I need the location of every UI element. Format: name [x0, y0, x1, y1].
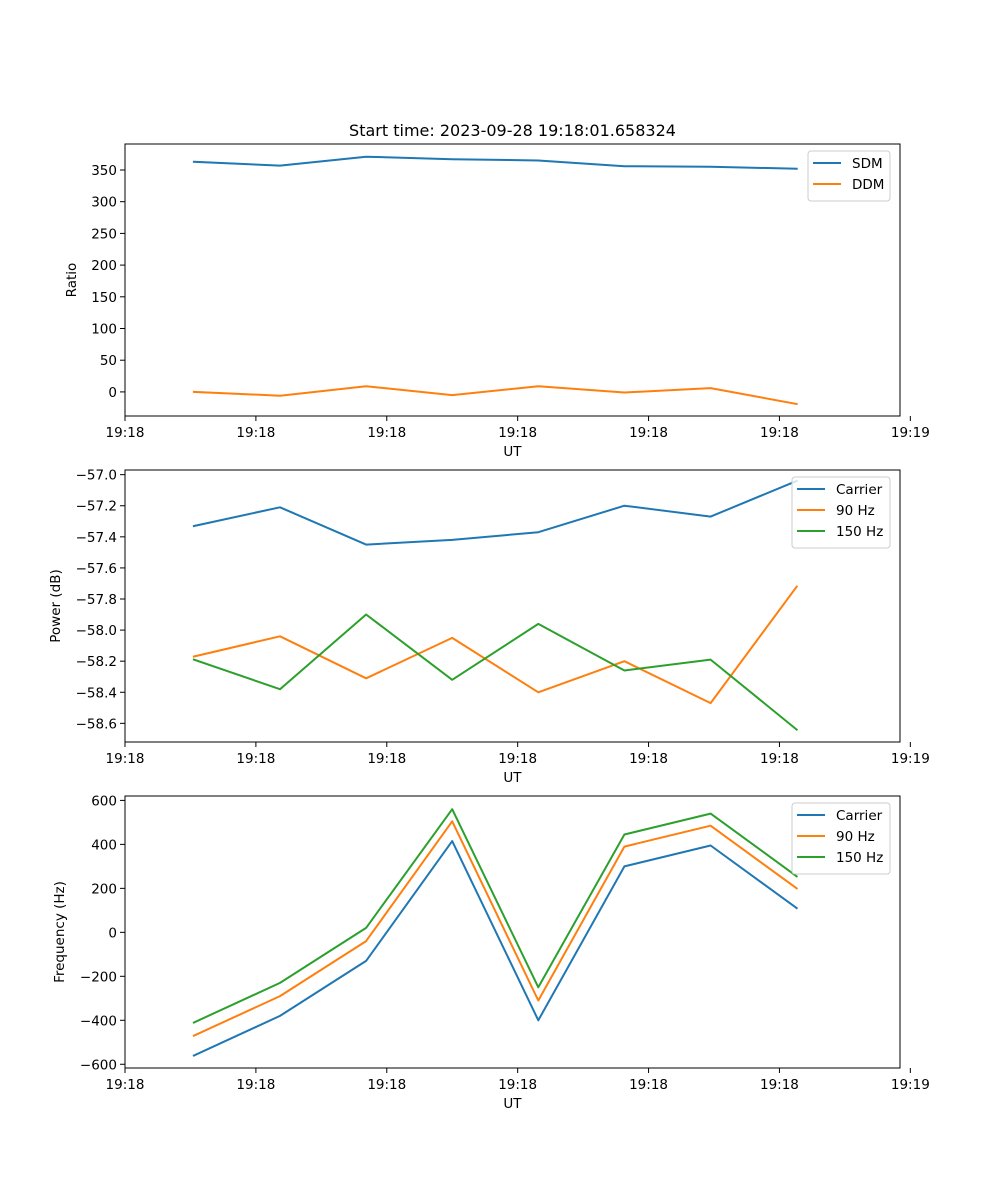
power-legend-label-carrier: Carrier	[836, 482, 883, 498]
frequency-series-line-carrier	[192, 840, 799, 1057]
frequency-x-tick-label: 19:18	[367, 1077, 406, 1093]
power-series-line-carrier	[192, 479, 799, 546]
frequency-x-axis-label: UT	[503, 1096, 522, 1112]
power-y-tick-label: −58.2	[76, 654, 117, 670]
frequency-legend-label-150-hz: 150 Hz	[836, 850, 883, 866]
frequency-y-tick-label: 200	[91, 881, 117, 897]
power-y-tick-label: −57.4	[76, 530, 117, 546]
ratio-x-tick-label: 19:18	[236, 425, 275, 441]
frequency-x-tick-label: 19:19	[891, 1077, 930, 1093]
frequency-series-line-90-hz	[192, 820, 799, 1038]
power-x-tick-label: 19:18	[760, 751, 799, 767]
frequency-y-tick-label: −400	[80, 1013, 117, 1029]
power-y-tick-label: −57.8	[76, 592, 117, 608]
ratio-x-tick-label: 19:18	[629, 425, 668, 441]
power-x-tick-label: 19:19	[891, 751, 930, 767]
ratio-x-tick-label: 19:18	[106, 425, 145, 441]
ratio-x-tick-label: 19:18	[367, 425, 406, 441]
frequency-x-tick-label: 19:18	[629, 1077, 668, 1093]
frequency-y-tick-label: 0	[108, 925, 117, 941]
ratio-legend-label-sdm: SDM	[852, 156, 883, 172]
power-x-tick-label: 19:18	[629, 751, 668, 767]
ratio-y-tick-label: 150	[91, 290, 117, 306]
power-x-tick-label: 19:18	[106, 751, 145, 767]
power-legend-label-90-hz: 90 Hz	[836, 503, 875, 519]
power-y-axis-label: Power (dB)	[48, 569, 64, 642]
ratio-y-tick-label: 50	[100, 353, 117, 369]
frequency-legend-label-90-hz: 90 Hz	[836, 829, 875, 845]
power-x-tick-label: 19:18	[367, 751, 406, 767]
power-y-tick-label: −57.2	[76, 499, 117, 515]
frequency-x-tick-label: 19:18	[760, 1077, 799, 1093]
frequency-panel: 19:18 19:18 19:18 19:18 19:18 19:18 19:19 600 40…	[52, 793, 930, 1112]
frequency-y-tick-label: −200	[80, 969, 117, 985]
ratio-x-tick-label: 19:19	[891, 425, 930, 441]
ratio-x-tick-label: 19:18	[760, 425, 799, 441]
chart-title: Start time: 2023-09-28 19:18:01.658324	[349, 121, 676, 140]
ratio-panel: 19:18 19:18 19:18 19:18 19:18 19:18 19:19 0 50 10…	[64, 143, 930, 460]
ratio-x-tick-label: 19:18	[498, 425, 537, 441]
frequency-y-tick-label: −600	[80, 1057, 117, 1073]
ratio-series-line-ddm	[192, 385, 798, 406]
frequency-x-tick-label: 19:18	[106, 1077, 145, 1093]
ratio-series-line-sdm	[192, 155, 798, 170]
power-y-tick-label: −58.6	[76, 716, 117, 732]
power-panel: 19:18 19:18 19:18 19:18 19:18 19:18 19:19 −57.0…	[48, 468, 930, 786]
power-y-tick-label: −58.4	[76, 685, 117, 701]
ratio-y-tick-label: 250	[91, 226, 117, 242]
frequency-y-tick-label: 600	[91, 793, 117, 809]
power-x-tick-label: 19:18	[498, 751, 537, 767]
ratio-axes-frame	[124, 143, 901, 417]
ratio-y-tick-label: 100	[91, 322, 117, 338]
frequency-y-tick-label: 400	[91, 837, 117, 853]
frequency-series-line-150-hz	[192, 808, 799, 1024]
power-series-line-150-hz	[192, 613, 799, 732]
power-y-tick-label: −58.0	[76, 623, 117, 639]
ratio-x-axis-label: UT	[503, 444, 522, 460]
ratio-y-axis-label: Ratio	[64, 263, 80, 298]
power-x-axis-label: UT	[503, 770, 522, 786]
power-y-tick-label: −57.0	[76, 468, 117, 484]
ratio-y-tick-label: 0	[108, 385, 117, 401]
power-axes-frame	[124, 469, 901, 743]
power-legend-label-150-hz: 150 Hz	[836, 524, 883, 540]
power-series-line-90-hz	[192, 585, 799, 705]
frequency-x-tick-label: 19:18	[236, 1077, 275, 1093]
frequency-y-axis-label: Frequency (Hz)	[52, 881, 68, 983]
ratio-legend-label-ddm: DDM	[852, 177, 884, 193]
power-y-tick-label: −57.6	[76, 561, 117, 577]
frequency-x-tick-label: 19:18	[498, 1077, 537, 1093]
frequency-legend-label-carrier: Carrier	[836, 808, 883, 824]
ratio-y-tick-label: 200	[91, 258, 117, 274]
ratio-y-tick-label: 300	[91, 195, 117, 211]
ratio-y-tick-label: 350	[91, 163, 117, 179]
power-x-tick-label: 19:18	[236, 751, 275, 767]
